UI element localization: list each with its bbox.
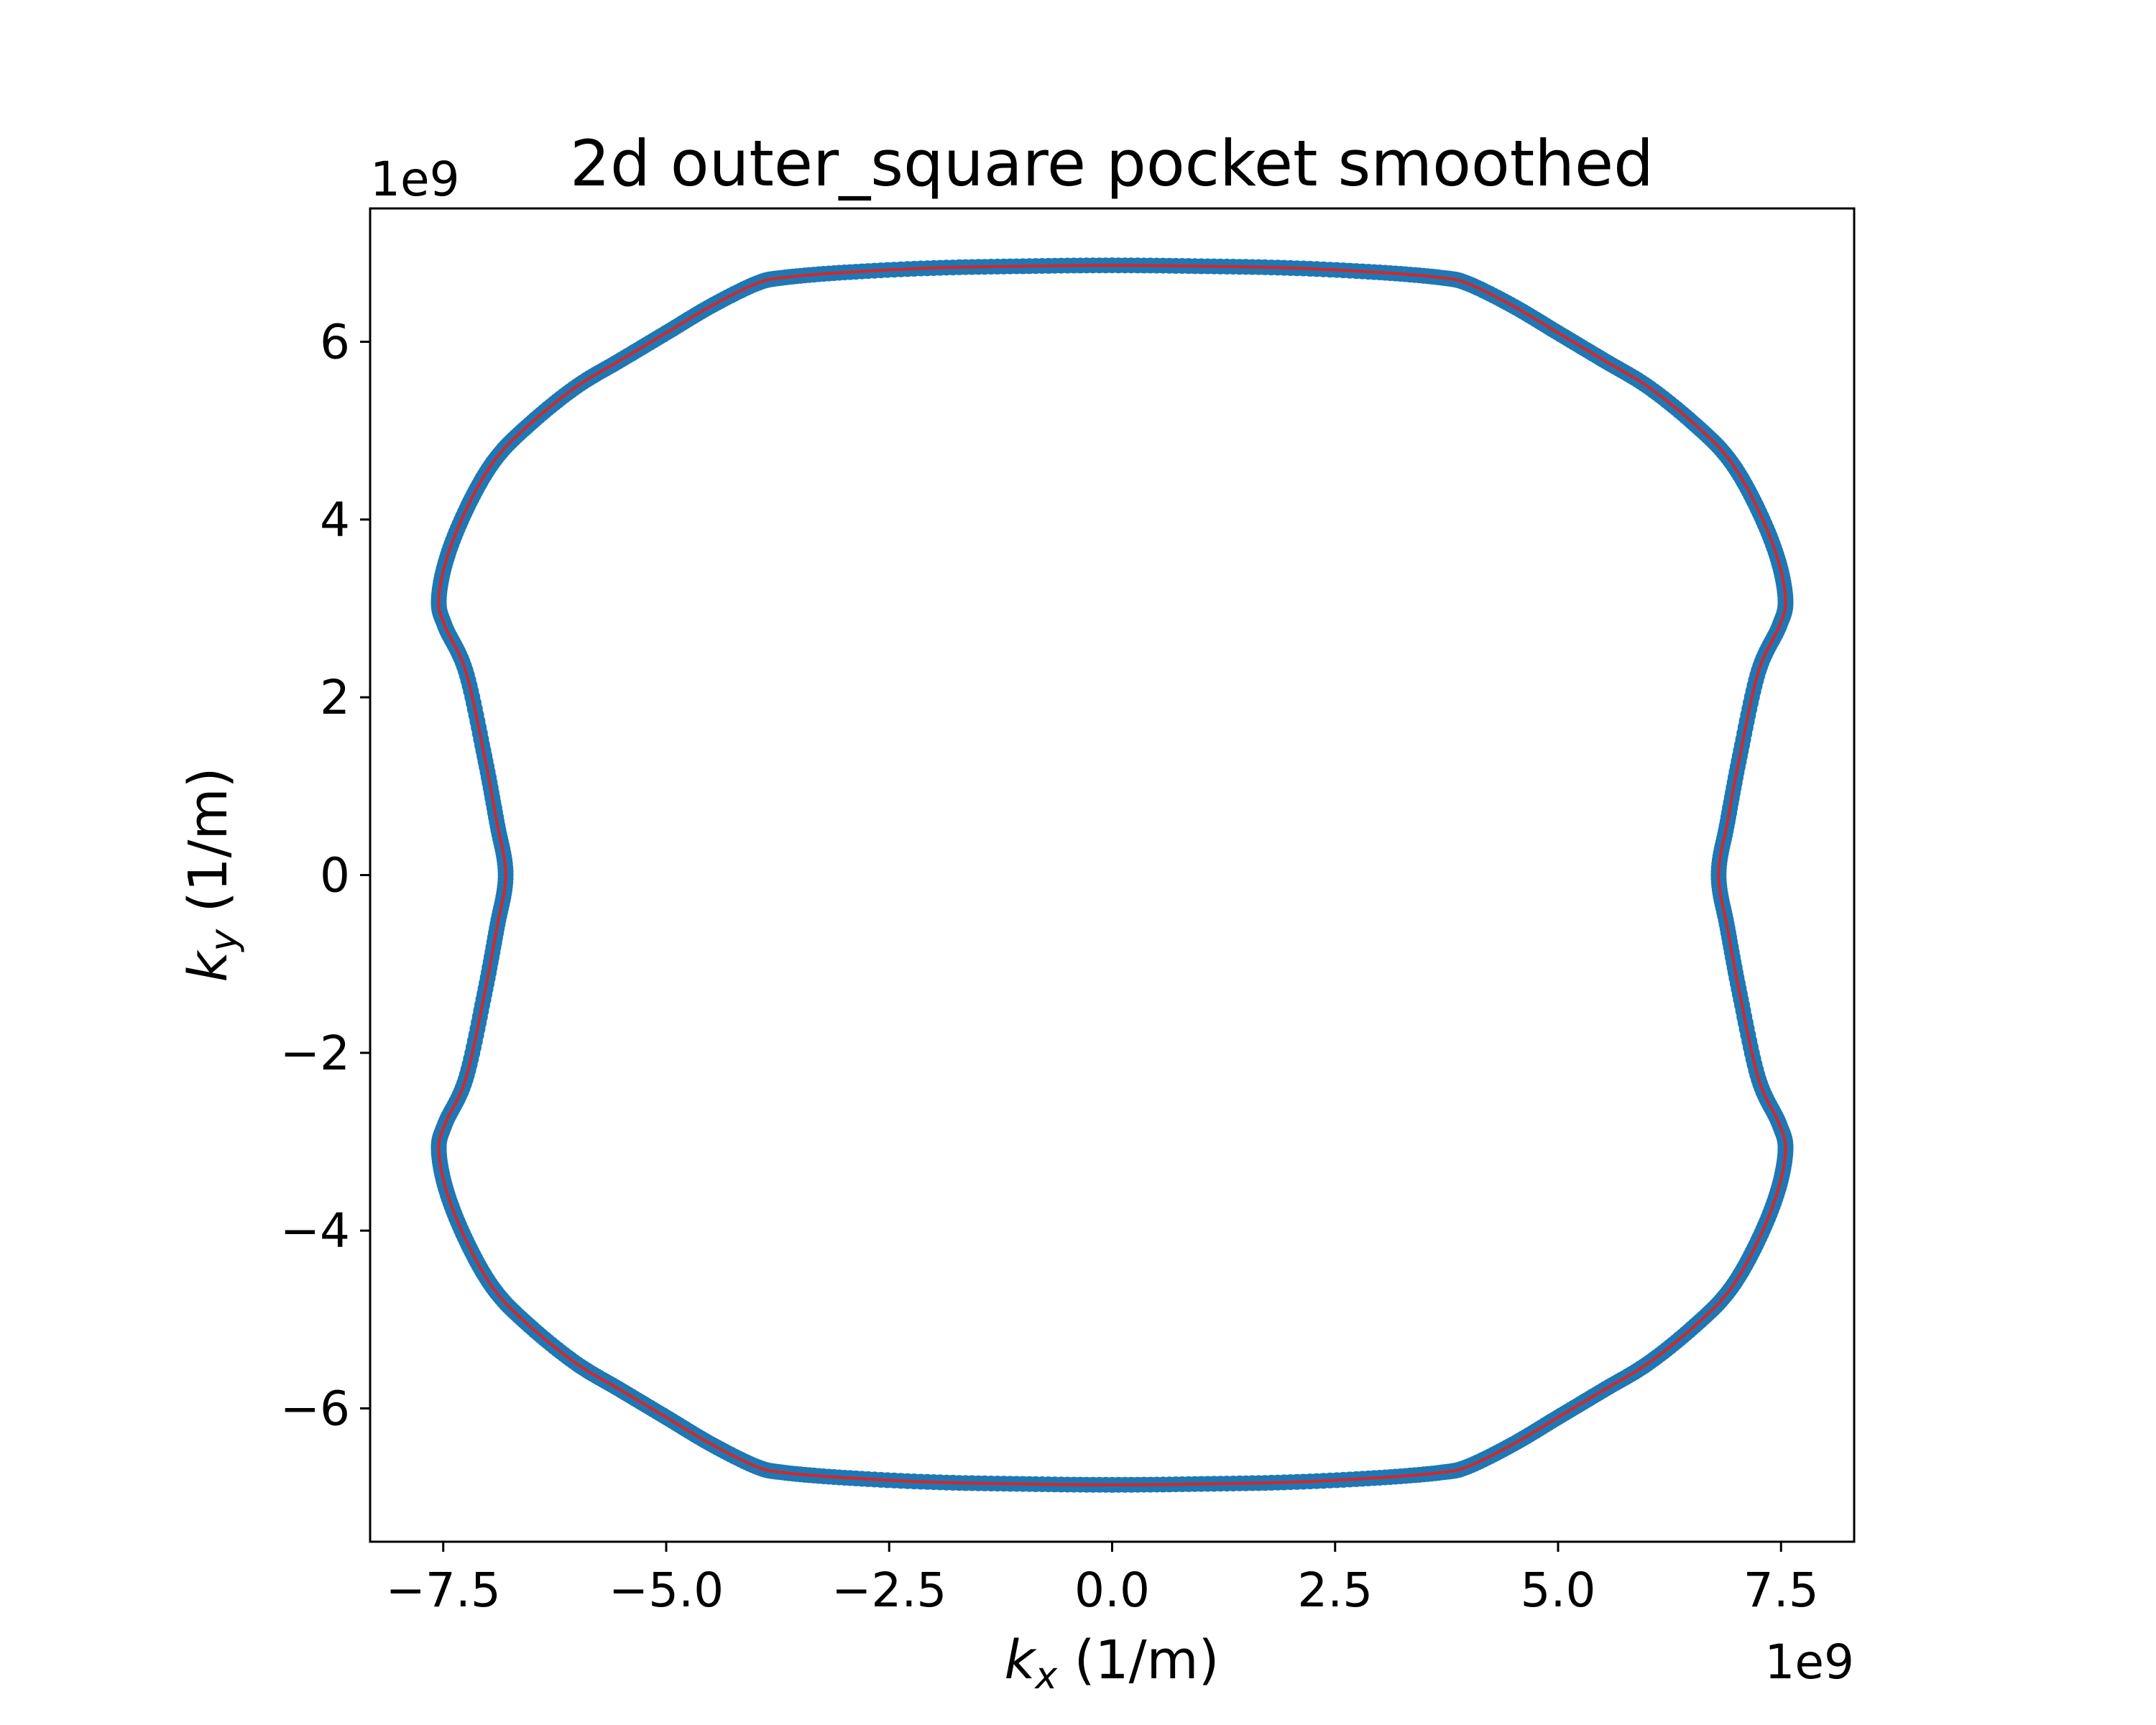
- series-smoothed-fit: [437, 264, 1787, 1486]
- chart-title: 2d outer_square pocket smoothed: [570, 126, 1654, 201]
- y-axis-label: ky (1/m): [178, 767, 246, 982]
- x-tick-label: 2.5: [1297, 1563, 1373, 1618]
- y-tick-label: 6: [320, 315, 350, 370]
- y-tick-label: −4: [280, 1203, 350, 1259]
- y-tick-label: −6: [280, 1381, 350, 1437]
- x-tick-label: 7.5: [1743, 1563, 1819, 1618]
- y-axis: −6 −4 −2 0 2 4 6: [280, 315, 370, 1437]
- x-axis: −7.5 −5.0 −2.5 0.0 2.5 5.0 7.5: [386, 1542, 1819, 1618]
- y-tick-label: −2: [280, 1026, 350, 1081]
- x-tick-label: 5.0: [1521, 1563, 1596, 1618]
- x-tick-label: −5.0: [609, 1563, 724, 1618]
- y-tick-label: 2: [320, 670, 350, 725]
- y-tick-label: 4: [320, 492, 350, 548]
- y-tick-label: 0: [320, 848, 350, 903]
- x-tick-label: −7.5: [386, 1563, 501, 1618]
- x-tick-label: −2.5: [831, 1563, 946, 1618]
- x-axis-label: kx (1/m): [1004, 1629, 1219, 1698]
- x-tick-label: 0.0: [1074, 1563, 1150, 1618]
- x-offset-text: 1e9: [1764, 1634, 1854, 1690]
- y-offset-text: 1e9: [370, 152, 460, 207]
- plot-area: [430, 257, 1794, 1493]
